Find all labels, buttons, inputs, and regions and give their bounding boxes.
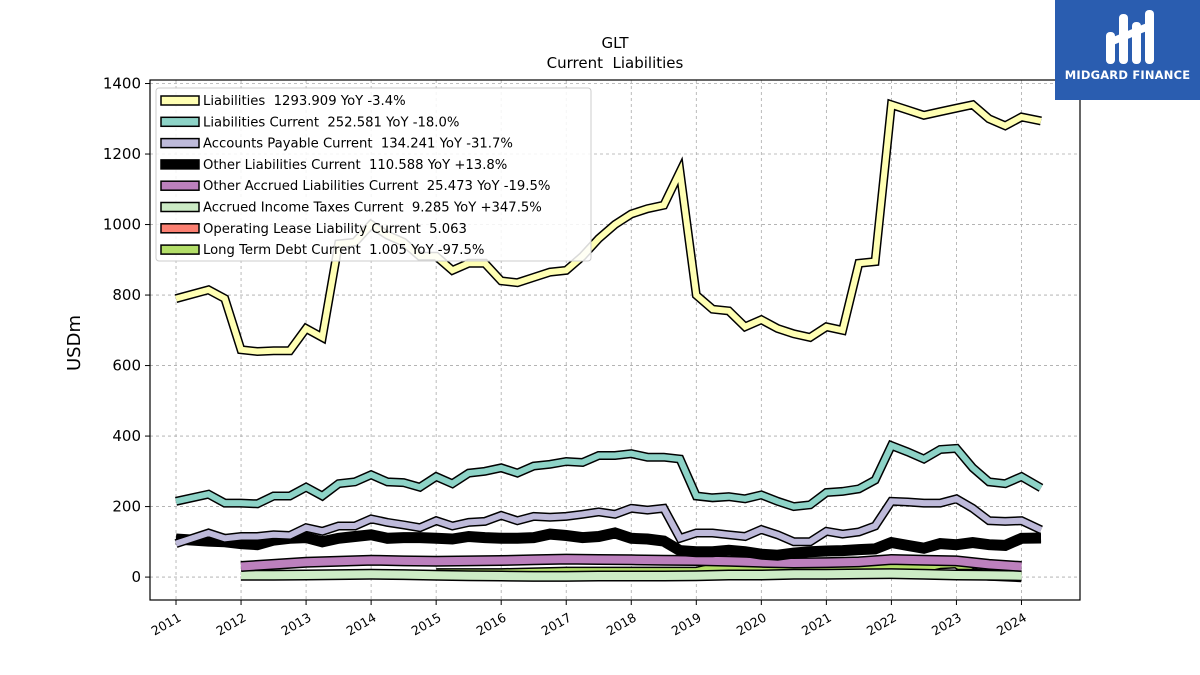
series-line-0 bbox=[174, 98, 1042, 357]
x-tick-label: 2016 bbox=[474, 610, 509, 639]
legend-box bbox=[155, 87, 592, 262]
legend: Liabilities 1293.909 YoY -3.4% Liabilitie… bbox=[155, 87, 592, 262]
legend-swatch bbox=[160, 180, 200, 191]
y-tick-label: 400 bbox=[112, 427, 141, 445]
series-line-3 bbox=[175, 527, 1042, 561]
y-axis-label: USDm bbox=[64, 315, 85, 371]
chart-subtitle: Current Liabilities bbox=[547, 54, 684, 72]
x-tick-label: 2014 bbox=[344, 610, 379, 639]
legend-swatch bbox=[160, 95, 200, 106]
legend-label: Liabilities 1293.909 YoY -3.4% bbox=[203, 94, 406, 109]
series-stroke bbox=[175, 528, 1042, 560]
chart-title: GLT bbox=[601, 34, 629, 52]
legend-swatch bbox=[160, 116, 200, 128]
plot-frame bbox=[149, 79, 1081, 601]
x-tick-label: 2018 bbox=[604, 610, 639, 639]
x-tick-label: 2011 bbox=[148, 610, 183, 639]
x-axis-ticks: 2011 2012 2013 2014 2015 2016 2017 2018 2019 2020… bbox=[148, 600, 1029, 639]
y-tick-label: 0 bbox=[131, 568, 141, 586]
y-tick-label: 600 bbox=[112, 357, 141, 375]
x-tick-label: 2013 bbox=[279, 610, 314, 639]
midgard-finance-logo: MIDGARD FINANCE bbox=[1055, 0, 1200, 100]
y-tick-label: 800 bbox=[112, 286, 141, 304]
logo-mark-icon bbox=[1106, 10, 1154, 64]
series-line-1 bbox=[175, 439, 1044, 512]
legend-entry: Accounts Payable Current 134.241 YoY -31… bbox=[160, 137, 513, 152]
legend-label: Long Term Debt Current 1.005 YoY -97.5% bbox=[203, 243, 484, 258]
x-tick-label: 2019 bbox=[669, 610, 704, 639]
y-tick-label: 1000 bbox=[103, 216, 141, 234]
x-tick-label: 2022 bbox=[864, 610, 899, 639]
legend-entry: Liabilities 1293.909 YoY -3.4% bbox=[160, 94, 406, 109]
series-line-2 bbox=[174, 493, 1043, 548]
logo-text: MIDGARD FINANCE bbox=[1064, 68, 1191, 82]
legend-label: Other Liabilities Current 110.588 YoY +1… bbox=[203, 158, 507, 173]
y-tick-label: 1400 bbox=[103, 75, 141, 93]
x-tick-label: 2023 bbox=[929, 610, 964, 639]
y-tick-label: 200 bbox=[112, 498, 141, 516]
series-line-5 bbox=[241, 568, 1022, 582]
legend-swatch bbox=[160, 244, 200, 255]
legend-swatch bbox=[160, 201, 200, 213]
series-line-4 bbox=[240, 553, 1022, 572]
legend-entry: Operating Lease Liability Current 5.063 bbox=[160, 222, 467, 237]
y-axis-ticks: 0 200 400 600 800 1000 1200 1400 bbox=[103, 75, 150, 586]
series-stroke bbox=[175, 441, 1043, 510]
y-tick-label: 1200 bbox=[103, 145, 141, 163]
x-tick-label: 2017 bbox=[539, 610, 574, 639]
legend-swatch bbox=[160, 159, 200, 170]
legend-entry: Long Term Debt Current 1.005 YoY -97.5% bbox=[160, 243, 484, 258]
plot-series bbox=[174, 98, 1044, 583]
legend-entry: Other Accrued Liabilities Current 25.473… bbox=[160, 179, 550, 194]
series-stroke bbox=[175, 100, 1042, 355]
x-tick-label: 2021 bbox=[799, 610, 834, 639]
x-tick-label: 2024 bbox=[994, 610, 1029, 639]
legend-label: Operating Lease Liability Current 5.063 bbox=[203, 222, 467, 237]
legend-entry: Liabilities Current 252.581 YoY -18.0% bbox=[160, 115, 459, 130]
legend-swatch bbox=[160, 137, 200, 149]
legend-label: Other Accrued Liabilities Current 25.473… bbox=[203, 179, 550, 194]
x-tick-label: 2012 bbox=[213, 610, 248, 639]
series-stroke bbox=[241, 569, 1022, 581]
x-tick-label: 2020 bbox=[734, 610, 769, 639]
series-stroke bbox=[240, 555, 1022, 571]
legend-swatch bbox=[160, 223, 200, 234]
legend-entry: Accrued Income Taxes Current 9.285 YoY +… bbox=[160, 201, 542, 216]
legend-label: Accrued Income Taxes Current 9.285 YoY +… bbox=[203, 201, 542, 216]
series-stroke bbox=[175, 495, 1043, 547]
x-tick-label: 2015 bbox=[409, 610, 444, 639]
legend-entry: Other Liabilities Current 110.588 YoY +1… bbox=[160, 158, 507, 173]
legend-label: Liabilities Current 252.581 YoY -18.0% bbox=[203, 115, 459, 130]
legend-label: Accounts Payable Current 134.241 YoY -31… bbox=[203, 137, 513, 152]
